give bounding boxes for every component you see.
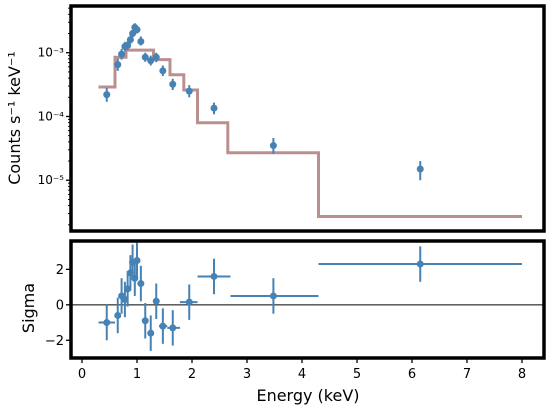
- residual-point: [159, 322, 167, 330]
- x-tick-label: 7: [463, 367, 471, 382]
- data-point: [159, 67, 167, 75]
- data-point: [147, 57, 155, 65]
- bottom-plot-frame: [69, 239, 546, 360]
- x-axis-label: Energy (keV): [256, 386, 359, 405]
- top-y-tick-label: 10⁻³: [38, 46, 65, 60]
- spectrum-panel: 10⁻⁵ 10⁻⁴ 10⁻³: [38, 4, 546, 233]
- data-point: [126, 36, 134, 44]
- residual-point: [133, 257, 141, 264]
- bottom-y-axis-label: Sigma: [19, 283, 38, 333]
- data-point: [118, 50, 126, 58]
- residual-point: [152, 297, 160, 305]
- bottom-y-tick-label: −2: [45, 334, 64, 349]
- residual-panel: −2 0 2 0 1 2 3 4 5 6 7 8: [45, 239, 546, 382]
- residual-point: [185, 298, 193, 306]
- top-y-axis-label: Counts s⁻¹ keV⁻¹: [5, 51, 24, 185]
- x-tick-label: 2: [188, 367, 196, 382]
- residual-point: [416, 260, 424, 268]
- top-y-tick-label: 10⁻⁵: [38, 173, 65, 187]
- top-y-tick-label: 10⁻⁴: [38, 109, 65, 123]
- x-tick-label: 5: [353, 367, 361, 382]
- data-point: [210, 104, 218, 112]
- data-point: [133, 26, 141, 34]
- data-point: [169, 80, 177, 88]
- residual-point: [169, 324, 177, 332]
- residual-point: [269, 292, 277, 300]
- residual-point: [114, 311, 122, 319]
- residual-point: [147, 329, 155, 337]
- x-tick-label: 6: [408, 367, 416, 382]
- top-plot-frame: [69, 4, 546, 233]
- residual-point: [141, 317, 149, 325]
- x-tick-label: 3: [243, 367, 251, 382]
- residual-point: [137, 280, 145, 288]
- data-point: [269, 142, 277, 150]
- x-tick-label: 4: [298, 367, 306, 382]
- data-point: [141, 53, 149, 61]
- residual-point: [121, 296, 129, 303]
- residual-point: [210, 272, 218, 280]
- data-point: [416, 165, 424, 173]
- data-point: [185, 87, 193, 95]
- x-tick-label: 0: [78, 367, 86, 382]
- data-point: [137, 37, 145, 45]
- data-point: [152, 53, 160, 61]
- x-tick-label: 1: [133, 367, 141, 382]
- x-tick-label: 8: [518, 367, 526, 382]
- bottom-y-tick-label: 0: [56, 298, 64, 313]
- bottom-y-tick-label: 2: [56, 263, 64, 278]
- model-step-line: [98, 48, 522, 218]
- data-point: [103, 91, 111, 99]
- data-point: [114, 61, 122, 69]
- residual-point: [103, 319, 111, 327]
